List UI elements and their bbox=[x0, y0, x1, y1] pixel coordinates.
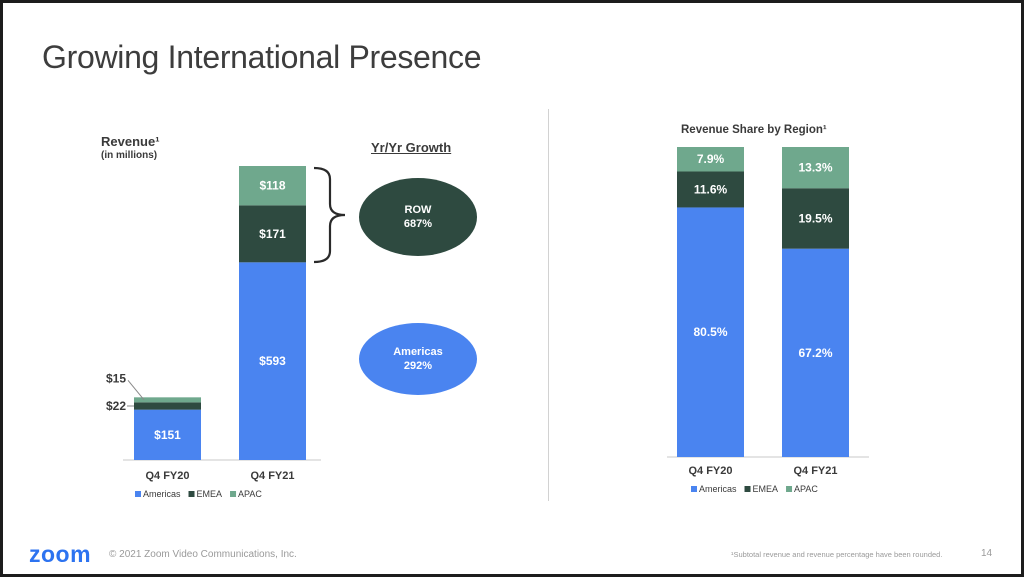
legend-swatch-emea bbox=[188, 491, 195, 497]
bar-apac-q4-fy21 bbox=[782, 147, 849, 189]
data-label-apac-q4-fy20: $15 bbox=[106, 371, 126, 385]
americas-growth-bubble: Americas 292% bbox=[359, 323, 477, 395]
legend-label-emea: EMEA bbox=[197, 489, 223, 499]
x-tick-label-q4-fy20: Q4 FY20 bbox=[145, 470, 189, 482]
bar-apac-q4-fy20 bbox=[134, 397, 201, 403]
legend-swatch-apac bbox=[786, 486, 793, 492]
data-label-emea-q4-fy20: 11.6% bbox=[694, 182, 728, 196]
data-label-apac-q4-fy20: 7.9% bbox=[697, 152, 725, 166]
revenue-chart-subtitle: (in millions) bbox=[101, 150, 158, 161]
legend-swatch-emea bbox=[744, 486, 751, 492]
x-tick-label-q4-fy21: Q4 FY21 bbox=[250, 470, 294, 482]
x-tick-label-q4-fy20: Q4 FY20 bbox=[688, 465, 732, 477]
growth-header: Yr/Yr Growth bbox=[371, 140, 452, 155]
page-number: 14 bbox=[981, 548, 993, 559]
bar-emea-q4-fy21 bbox=[782, 188, 849, 249]
legend-swatch-americas bbox=[691, 486, 697, 492]
data-label-emea-q4-fy21: 19.5% bbox=[798, 211, 832, 225]
legend-label-apac: APAC bbox=[238, 489, 262, 499]
legend-label-emea: EMEA bbox=[753, 484, 779, 494]
bar-americas-q4-fy21 bbox=[782, 248, 849, 457]
revenue-chart-title: Revenue¹ bbox=[101, 134, 160, 149]
americas-growth-region: Americas bbox=[393, 346, 443, 358]
data-label-emea-q4-fy21: $171 bbox=[259, 227, 286, 241]
leader-line-apac bbox=[127, 380, 145, 401]
data-label-apac-q4-fy21: 13.3% bbox=[798, 161, 832, 175]
zoom-logo: zoom bbox=[29, 541, 92, 567]
charts-canvas: $151 $22 $15 Q4 FY20 $593 $171 $118 Q4 FY21 Amer… bbox=[106, 147, 869, 499]
legend-label-americas: Americas bbox=[143, 489, 181, 499]
bar-emea-q4-fy20 bbox=[134, 402, 201, 410]
slide: Growing International Presence Revenue¹ … bbox=[3, 3, 1021, 574]
legend-swatch-americas bbox=[135, 491, 141, 497]
americas-growth-value: 292% bbox=[403, 360, 433, 372]
legend-label-apac: APAC bbox=[794, 484, 818, 494]
row-growth-value: 687% bbox=[403, 218, 433, 230]
data-label-americas-q4-fy20: 80.5% bbox=[693, 325, 727, 339]
copyright-text: © 2021 Zoom Video Communications, Inc. bbox=[109, 549, 297, 560]
bar-apac-q4-fy21 bbox=[239, 166, 306, 206]
data-label-americas-q4-fy20: $151 bbox=[154, 428, 181, 442]
legend-label-americas: Americas bbox=[699, 484, 737, 494]
x-tick-label-q4-fy21: Q4 FY21 bbox=[793, 465, 837, 477]
bar-americas-q4-fy20 bbox=[134, 409, 201, 460]
legend-swatch-apac bbox=[230, 491, 237, 497]
row-bracket bbox=[313, 166, 346, 264]
data-label-americas-q4-fy21: $593 bbox=[259, 354, 286, 368]
bar-apac-q4-fy20 bbox=[677, 147, 744, 172]
bar-americas-q4-fy20 bbox=[677, 207, 744, 457]
row-growth-bubble: ROW 687% bbox=[359, 178, 477, 256]
data-label-apac-q4-fy21: $118 bbox=[259, 179, 285, 193]
bar-emea-q4-fy21 bbox=[239, 205, 306, 263]
data-label-americas-q4-fy21: 67.2% bbox=[798, 346, 832, 360]
slide-title: Growing International Presence bbox=[42, 39, 482, 75]
data-label-emea-q4-fy20: $22 bbox=[106, 399, 126, 413]
footnote-text: ¹Subtotal revenue and revenue percentage… bbox=[731, 550, 943, 559]
bar-americas-q4-fy21 bbox=[239, 262, 306, 460]
row-growth-region: ROW bbox=[404, 204, 432, 216]
share-chart-title: Revenue Share by Region¹ bbox=[681, 124, 827, 136]
section-divider bbox=[548, 109, 549, 501]
bar-emea-q4-fy20 bbox=[677, 171, 744, 208]
